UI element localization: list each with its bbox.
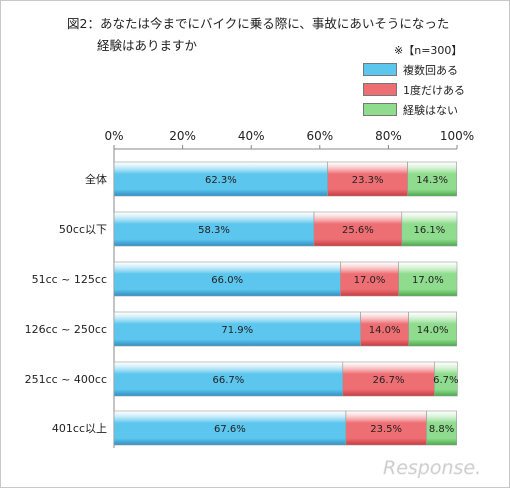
data-label: 6.7% [433,375,458,386]
bar-segment [113,311,361,347]
data-label: 14.3% [416,175,448,186]
bar-segment [113,361,344,397]
data-label: 62.3% [205,175,237,186]
bar-segment [407,161,457,197]
bar-segment [113,211,315,247]
data-label: 66.0% [211,275,243,286]
bar-segment [327,161,408,197]
legend-label-never: 経験はない [403,104,458,117]
bar-segment [345,410,427,446]
x-tick-label: 100% [440,129,474,143]
bar-segment [113,410,347,446]
category-label: 51cc ~ 125cc [32,273,107,286]
data-label: 66.7% [212,375,244,386]
category-label: 126cc ~ 250cc [25,323,107,336]
data-label: 67.6% [214,424,246,435]
legend-swatch-frequent [363,63,397,76]
bar-segment [398,261,458,297]
x-tick-label: 0% [104,129,123,143]
data-label: 16.1% [413,225,445,236]
bar-segment [113,161,328,197]
data-label: 23.3% [352,175,384,186]
x-tick-label: 20% [169,129,196,143]
x-tick-label: 80% [375,129,402,143]
bar-segment [113,261,341,297]
chart-title-line1: 図2：あなたは今までにバイクに乗る際に、事故にあいそうになった [67,16,450,31]
bar-segment [360,311,409,347]
data-label: 17.0% [354,275,386,286]
bar-segment [313,211,403,247]
category-label: 401cc以上 [52,422,107,435]
response-logo-text: Response. [383,457,481,479]
data-label: 26.7% [373,375,405,386]
data-label: 25.6% [342,225,374,236]
category-label: 全体 [85,172,107,186]
data-label: 14.0% [417,325,449,336]
bar-segment [342,361,435,397]
bar-segment [426,410,457,446]
chart-title-line2: 経験はありますか [97,38,198,53]
data-label: 71.9% [221,325,253,336]
bar-segment [401,211,458,247]
category-label: 251cc ~ 400cc [25,373,107,386]
legend-label-frequent: 複数回ある [403,64,458,77]
legend-label-once: 1度だけある [403,84,465,97]
x-tick-label: 60% [306,129,333,143]
data-label: 14.0% [369,325,401,336]
category-label: 50cc以下 [59,223,107,236]
bar-segment [434,361,458,397]
legend-swatch-never [363,103,397,116]
bar-segment [408,311,457,347]
bar-segment [340,261,399,297]
legend-swatch-once [363,83,397,96]
sample-size-note: ※【n=300】 [394,44,463,57]
data-label: 23.5% [370,424,402,435]
data-label: 8.8% [429,424,454,435]
response-logo: Response. [383,457,481,480]
data-label: 58.3% [198,225,230,236]
x-tick-label: 40% [238,129,265,143]
data-label: 17.0% [412,275,444,286]
